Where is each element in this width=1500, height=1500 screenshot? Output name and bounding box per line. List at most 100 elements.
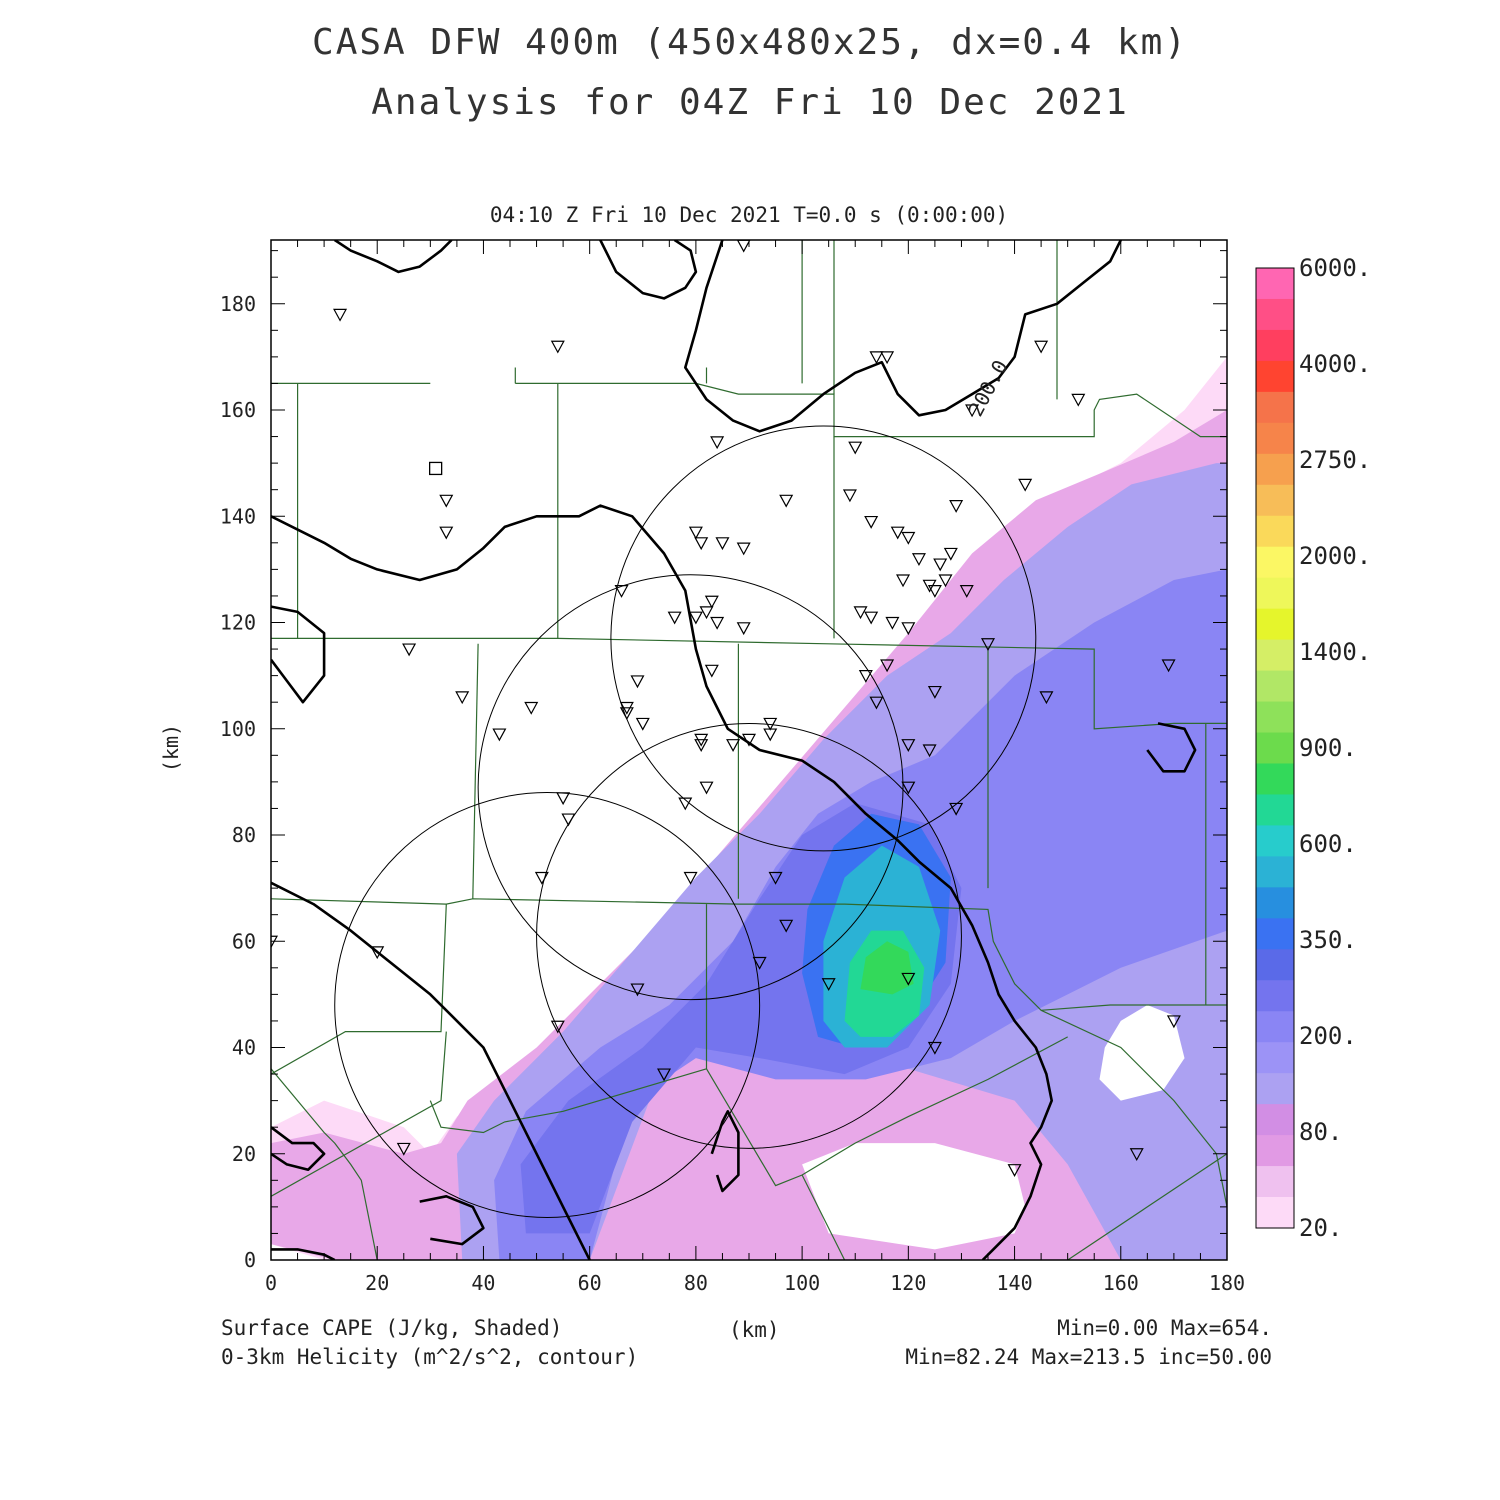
- x-tick-label: 40: [471, 1271, 495, 1295]
- station-marker: [556, 792, 571, 806]
- helicity-contour-line: [271, 605, 326, 704]
- colorbar-swatch: [1256, 268, 1294, 300]
- station-marker: [922, 744, 937, 758]
- x-tick-label: 180: [1209, 1271, 1245, 1295]
- y-tick-label: 180: [220, 292, 256, 316]
- colorbar-swatch: [1256, 329, 1294, 362]
- station-marker: [614, 585, 629, 598]
- y-axis-label: (km): [159, 724, 183, 772]
- station-marker: [550, 340, 565, 354]
- station-marker: [864, 611, 879, 625]
- axis-ticks: [270, 240, 1228, 1261]
- station-marker: [869, 351, 884, 365]
- colorbar-label: 200.: [1299, 1022, 1357, 1050]
- station-marker: [688, 526, 703, 540]
- cape-colorbar: [1255, 267, 1295, 1229]
- station-marker: [901, 972, 916, 986]
- colorbar-label: 20.: [1299, 1214, 1342, 1242]
- colorbar-swatch: [1256, 1011, 1294, 1043]
- station-marker: [890, 526, 905, 540]
- helicity-contour-line: [271, 504, 1053, 1260]
- colorbar-swatch: [1256, 422, 1294, 455]
- station-marker: [741, 733, 757, 747]
- station-marker: [779, 919, 794, 933]
- county-line: [271, 1068, 378, 1260]
- colorbar-swatch: [1256, 1073, 1294, 1105]
- colorbar-swatch: [1256, 763, 1294, 796]
- helicity-contour-line: [271, 1126, 326, 1171]
- county-line: [271, 904, 447, 1075]
- station-marker: [933, 558, 948, 572]
- x-tick-label: 0: [265, 1271, 277, 1295]
- colorbar-swatch: [1256, 577, 1294, 610]
- station-marker: [1129, 1148, 1144, 1162]
- station-marker: [927, 1041, 942, 1055]
- station-marker: [694, 739, 709, 752]
- station-marker: [492, 728, 507, 742]
- footer-contour-field: 0-3km Helicity (m^2/s^2, contour): [221, 1345, 639, 1369]
- colorbar-swatch: [1256, 701, 1294, 734]
- station-marker: [699, 606, 714, 620]
- colorbar-swatch: [1256, 639, 1294, 672]
- station-marker: [1161, 659, 1176, 673]
- x-tick-label: 80: [684, 1271, 708, 1295]
- station-marker: [736, 622, 751, 636]
- colorbar-label: 900.: [1299, 734, 1357, 762]
- valid-time-subtitle: 04:10 Z Fri 10 Dec 2021 T=0.0 s (0:00:00…: [489, 203, 1009, 227]
- colorbar-swatch: [1256, 391, 1294, 424]
- colorbar-labels: 6000. 4000. 2750. 2000. 1400. 900. 600. 350. 200…: [1299, 254, 1371, 1242]
- station-marker: [396, 1142, 411, 1156]
- cape-region-650: [860, 941, 914, 995]
- map-title: CASA DFW 400m (450x480x25, dx=0.4 km): [312, 22, 1188, 63]
- y-tick-label: 140: [220, 504, 256, 528]
- colorbar-swatch: [1256, 1135, 1294, 1167]
- colorbar-swatch: [1256, 670, 1294, 703]
- y-tick-label: 80: [232, 823, 256, 847]
- station-marker: [1007, 1164, 1022, 1177]
- station-marker: [927, 685, 942, 699]
- station-marker: [965, 404, 980, 418]
- county-boundaries: [271, 240, 1227, 1260]
- station-marker: [524, 701, 539, 715]
- y-tick-label: 60: [232, 929, 256, 953]
- station-marker: [922, 579, 937, 593]
- helicity-contour-line: [683, 240, 1122, 433]
- station-marker: [980, 638, 996, 652]
- radar-range-rings: [334, 425, 1037, 1218]
- station-marker: [885, 616, 900, 630]
- y-tick-label: 0: [244, 1248, 256, 1272]
- station-marker: [901, 622, 916, 636]
- station-marker: [699, 781, 714, 795]
- y-tick-label: 40: [232, 1036, 256, 1060]
- station-marker: [694, 537, 709, 551]
- x-tick-label: 140: [996, 1271, 1032, 1295]
- county-line: [271, 1031, 447, 1197]
- y-tick-label: 160: [220, 398, 256, 422]
- helicity-contour-line: [419, 1195, 485, 1246]
- colorbar-label: 2750.: [1299, 446, 1371, 474]
- station-marker: [869, 696, 884, 710]
- station-marker: [1018, 478, 1033, 492]
- cape-region-0: [1099, 1005, 1185, 1101]
- station-marker: [853, 606, 868, 620]
- x-tick-label: 160: [1103, 1271, 1139, 1295]
- x-tick-label: 100: [784, 1271, 820, 1295]
- station-marker: [439, 526, 454, 540]
- station-marker: [683, 871, 698, 885]
- helicity-contour-line: [271, 1248, 336, 1260]
- station-marker: [880, 351, 895, 365]
- colorbar-swatch: [1256, 608, 1294, 641]
- station-marker: [704, 595, 719, 609]
- station-marker: [858, 670, 873, 683]
- county-line: [801, 1174, 846, 1260]
- colorbar-label: 4000.: [1299, 350, 1371, 378]
- station-marker: [938, 574, 953, 588]
- station-marker: [949, 500, 964, 513]
- helicity-contour-line: [599, 240, 698, 300]
- colorbar-label: 350.: [1299, 926, 1357, 954]
- colorbar-swatch: [1256, 360, 1294, 393]
- station-marker: [901, 781, 916, 795]
- colorbar-label: 1400.: [1299, 638, 1371, 666]
- station-marker: [370, 946, 385, 960]
